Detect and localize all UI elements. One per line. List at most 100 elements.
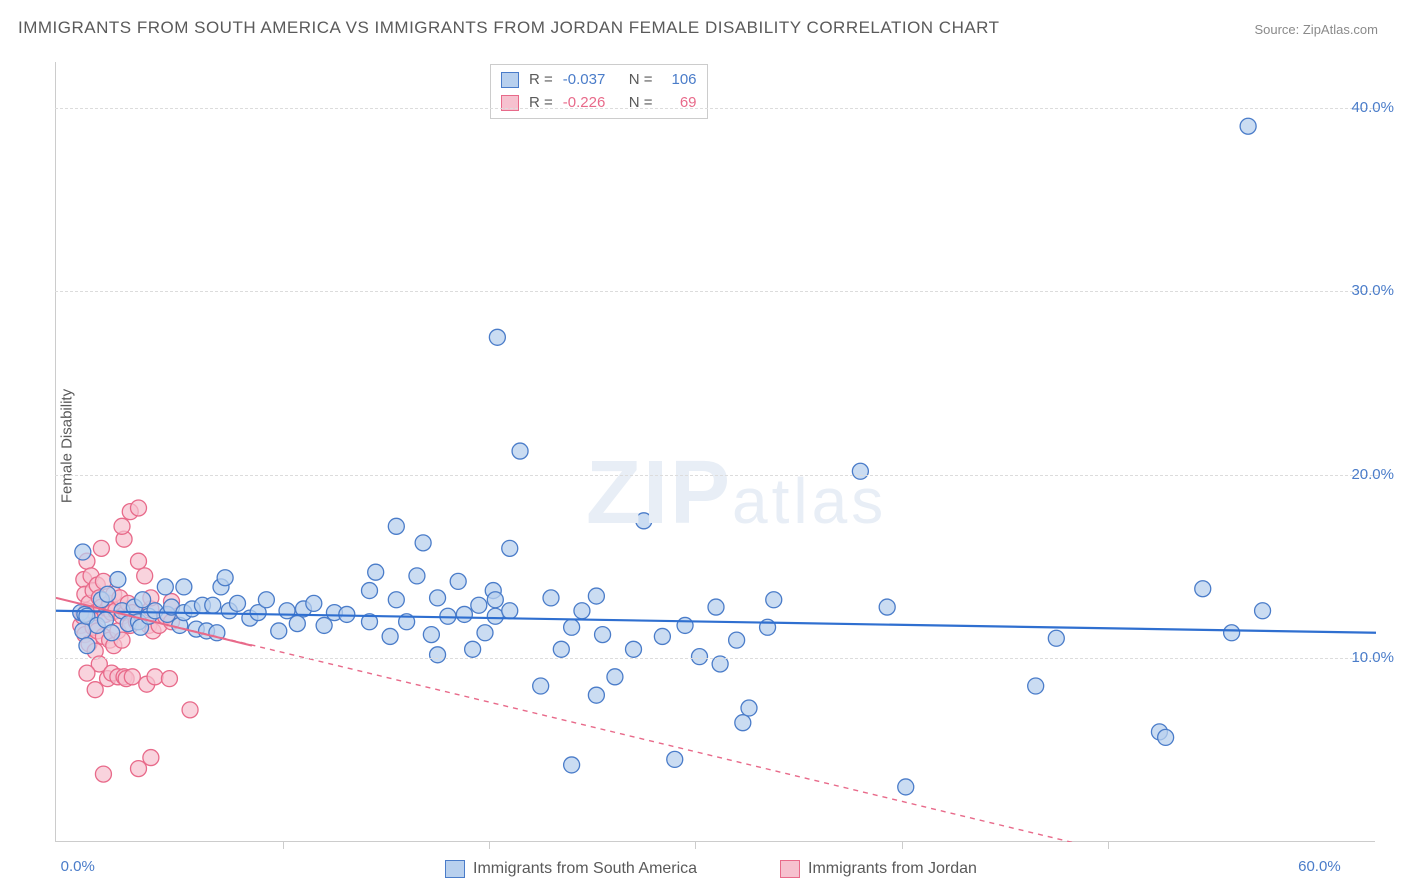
- r-value: -0.226: [563, 92, 619, 115]
- data-point: [465, 641, 481, 657]
- data-point: [135, 592, 151, 608]
- data-point: [766, 592, 782, 608]
- legend-swatch: [501, 72, 519, 88]
- chart-plot-area: ZIPatlas: [55, 62, 1375, 842]
- x-tick-mark: [283, 841, 284, 849]
- y-tick-label: 10.0%: [1351, 649, 1394, 666]
- data-point: [289, 616, 305, 632]
- data-point: [104, 625, 120, 641]
- data-point: [502, 603, 518, 619]
- data-point: [143, 750, 159, 766]
- data-point: [553, 641, 569, 657]
- series-legend-jordan: Immigrants from Jordan: [780, 860, 977, 878]
- x-tick-mark: [902, 841, 903, 849]
- data-point: [382, 628, 398, 644]
- data-point: [692, 649, 708, 665]
- data-point: [471, 597, 487, 613]
- source-name: ZipAtlas.com: [1303, 22, 1378, 37]
- data-point: [574, 603, 590, 619]
- source-attribution: Source: ZipAtlas.com: [1254, 22, 1378, 37]
- data-point: [131, 761, 147, 777]
- data-point: [729, 632, 745, 648]
- data-point: [489, 329, 505, 345]
- data-point: [79, 665, 95, 681]
- data-point: [182, 702, 198, 718]
- x-tick-label: 60.0%: [1298, 858, 1341, 875]
- data-point: [667, 751, 683, 767]
- data-point: [258, 592, 274, 608]
- data-point: [512, 443, 528, 459]
- data-point: [430, 647, 446, 663]
- y-tick-label: 20.0%: [1351, 466, 1394, 483]
- data-point: [502, 540, 518, 556]
- data-point: [607, 669, 623, 685]
- data-point: [409, 568, 425, 584]
- data-point: [161, 671, 177, 687]
- data-point: [93, 540, 109, 556]
- data-point: [131, 500, 147, 516]
- chart-title: IMMIGRANTS FROM SOUTH AMERICA VS IMMIGRA…: [18, 18, 1000, 38]
- n-value: 106: [663, 69, 697, 92]
- data-point: [388, 592, 404, 608]
- data-point: [564, 619, 580, 635]
- x-tick-label: 0.0%: [61, 858, 95, 875]
- r-value: -0.037: [563, 69, 619, 92]
- data-point: [1240, 118, 1256, 134]
- legend-swatch: [780, 860, 800, 878]
- data-point: [588, 588, 604, 604]
- data-point: [75, 544, 91, 560]
- data-point: [1158, 729, 1174, 745]
- data-point: [157, 579, 173, 595]
- data-point: [114, 518, 130, 534]
- legend-series-label: Immigrants from Jordan: [808, 860, 977, 878]
- data-point: [271, 623, 287, 639]
- data-point: [741, 700, 757, 716]
- data-point: [1224, 625, 1240, 641]
- data-point: [415, 535, 431, 551]
- data-point: [1255, 603, 1271, 619]
- legend-series-label: Immigrants from South America: [473, 860, 697, 878]
- n-label: N =: [629, 92, 653, 115]
- y-tick-label: 30.0%: [1351, 282, 1394, 299]
- data-point: [636, 513, 652, 529]
- data-point: [450, 573, 466, 589]
- data-point: [430, 590, 446, 606]
- grid-line-horizontal: [55, 475, 1378, 476]
- data-point: [1048, 630, 1064, 646]
- data-point: [456, 606, 472, 622]
- data-point: [137, 568, 153, 584]
- data-point: [477, 625, 493, 641]
- data-point: [131, 553, 147, 569]
- data-point: [100, 586, 116, 602]
- grid-line-horizontal: [55, 108, 1378, 109]
- x-tick-mark: [489, 841, 490, 849]
- data-point: [595, 627, 611, 643]
- data-point: [564, 757, 580, 773]
- trend-line: [56, 598, 1376, 842]
- data-point: [487, 592, 503, 608]
- data-point: [147, 669, 163, 685]
- data-point: [230, 595, 246, 611]
- data-point: [677, 617, 693, 633]
- data-point: [124, 669, 140, 685]
- data-point: [362, 583, 378, 599]
- data-point: [1028, 678, 1044, 694]
- legend-stats-row: R =-0.226N =69: [501, 92, 697, 115]
- data-point: [1195, 581, 1211, 597]
- data-point: [205, 597, 221, 613]
- data-point: [898, 779, 914, 795]
- x-tick-mark: [695, 841, 696, 849]
- series-legend-south-america: Immigrants from South America: [445, 860, 697, 878]
- data-point: [543, 590, 559, 606]
- data-point: [87, 682, 103, 698]
- data-point: [626, 641, 642, 657]
- y-tick-label: 40.0%: [1351, 99, 1394, 116]
- data-point: [75, 623, 91, 639]
- legend-swatch: [445, 860, 465, 878]
- data-point: [306, 595, 322, 611]
- data-point: [176, 579, 192, 595]
- data-point: [423, 627, 439, 643]
- data-point: [110, 572, 126, 588]
- data-point: [708, 599, 724, 615]
- correlation-legend-box: R =-0.037N =106R =-0.226N =69: [490, 64, 708, 119]
